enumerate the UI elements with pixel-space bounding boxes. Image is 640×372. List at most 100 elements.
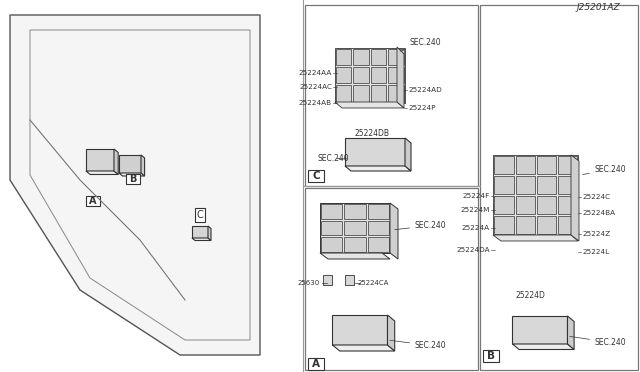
Bar xyxy=(192,226,208,238)
Text: 25224M: 25224M xyxy=(461,207,490,213)
Text: SEC.240: SEC.240 xyxy=(570,336,627,347)
Text: 25224P: 25224P xyxy=(408,105,435,111)
Text: 25224AB: 25224AB xyxy=(299,100,332,106)
Bar xyxy=(516,216,535,234)
Bar xyxy=(516,156,535,174)
Bar xyxy=(86,196,100,206)
Bar xyxy=(345,138,405,166)
Text: SEC.240: SEC.240 xyxy=(583,165,627,174)
Polygon shape xyxy=(86,171,118,174)
Bar xyxy=(388,67,404,83)
Text: 25224DB: 25224DB xyxy=(355,128,390,138)
Bar xyxy=(321,237,342,252)
Bar xyxy=(305,188,478,370)
Polygon shape xyxy=(405,138,411,171)
Text: 25224BA: 25224BA xyxy=(582,210,615,216)
Bar xyxy=(371,67,387,83)
Bar xyxy=(388,48,404,65)
Polygon shape xyxy=(10,15,260,355)
Polygon shape xyxy=(119,173,145,176)
Bar xyxy=(320,203,390,253)
Polygon shape xyxy=(397,47,404,108)
Text: A: A xyxy=(312,359,320,369)
Bar xyxy=(336,48,351,65)
Polygon shape xyxy=(513,344,574,350)
Bar xyxy=(493,155,579,235)
Bar xyxy=(558,196,577,214)
Bar xyxy=(344,204,365,219)
Bar xyxy=(308,358,324,370)
Bar xyxy=(558,216,577,234)
Bar xyxy=(513,316,568,344)
Text: 25224AD: 25224AD xyxy=(408,87,442,93)
Bar xyxy=(537,216,556,234)
Text: SEC.240: SEC.240 xyxy=(318,154,349,163)
Bar xyxy=(126,174,140,184)
Polygon shape xyxy=(387,315,395,351)
Text: 25224A: 25224A xyxy=(462,225,490,231)
Polygon shape xyxy=(141,155,145,176)
Bar xyxy=(321,221,342,235)
Polygon shape xyxy=(568,316,574,350)
Bar xyxy=(308,170,324,182)
Bar xyxy=(344,237,365,252)
Bar xyxy=(336,85,351,102)
Bar xyxy=(367,221,389,235)
Bar xyxy=(516,196,535,214)
Text: 25224Z: 25224Z xyxy=(582,231,610,237)
Bar xyxy=(119,155,141,173)
Polygon shape xyxy=(114,149,118,174)
Text: 25224F: 25224F xyxy=(463,193,490,199)
Text: B: B xyxy=(129,174,137,184)
Bar xyxy=(388,85,404,102)
Bar xyxy=(305,5,478,186)
Bar xyxy=(371,48,387,65)
Text: C: C xyxy=(312,171,320,181)
Bar xyxy=(495,196,514,214)
Polygon shape xyxy=(333,345,395,351)
Text: 25224L: 25224L xyxy=(582,249,609,255)
Text: 25224DA: 25224DA xyxy=(456,247,490,253)
Text: B: B xyxy=(487,351,495,361)
Bar xyxy=(367,204,389,219)
Text: SEC.240: SEC.240 xyxy=(390,340,447,350)
Polygon shape xyxy=(571,155,579,241)
Bar xyxy=(537,196,556,214)
Bar xyxy=(480,5,638,370)
Polygon shape xyxy=(390,203,398,259)
Text: SEC.240: SEC.240 xyxy=(395,221,447,230)
Polygon shape xyxy=(208,226,211,241)
Polygon shape xyxy=(320,253,390,259)
Bar xyxy=(336,67,351,83)
Bar xyxy=(516,176,535,194)
Bar xyxy=(321,204,342,219)
Polygon shape xyxy=(335,102,404,108)
Polygon shape xyxy=(493,235,578,241)
Bar xyxy=(558,176,577,194)
Text: A: A xyxy=(89,196,97,206)
Text: 25630: 25630 xyxy=(298,280,320,286)
Text: 25224AC: 25224AC xyxy=(299,84,332,90)
Bar xyxy=(333,315,387,345)
Text: 25224C: 25224C xyxy=(582,194,610,200)
Bar xyxy=(344,221,365,235)
Bar xyxy=(495,216,514,234)
Bar xyxy=(483,350,499,362)
Bar xyxy=(346,275,355,285)
Bar xyxy=(367,237,389,252)
Polygon shape xyxy=(192,238,211,241)
Text: 25224D: 25224D xyxy=(515,292,545,301)
Text: C: C xyxy=(196,210,204,220)
Bar xyxy=(495,156,514,174)
Bar xyxy=(353,67,369,83)
Bar xyxy=(335,48,405,103)
Bar xyxy=(537,176,556,194)
Bar xyxy=(86,149,114,171)
Bar xyxy=(371,85,387,102)
Bar xyxy=(537,156,556,174)
Bar xyxy=(558,156,577,174)
Bar xyxy=(353,85,369,102)
Polygon shape xyxy=(345,166,411,171)
Text: SEC.240: SEC.240 xyxy=(401,38,442,51)
Bar xyxy=(495,176,514,194)
